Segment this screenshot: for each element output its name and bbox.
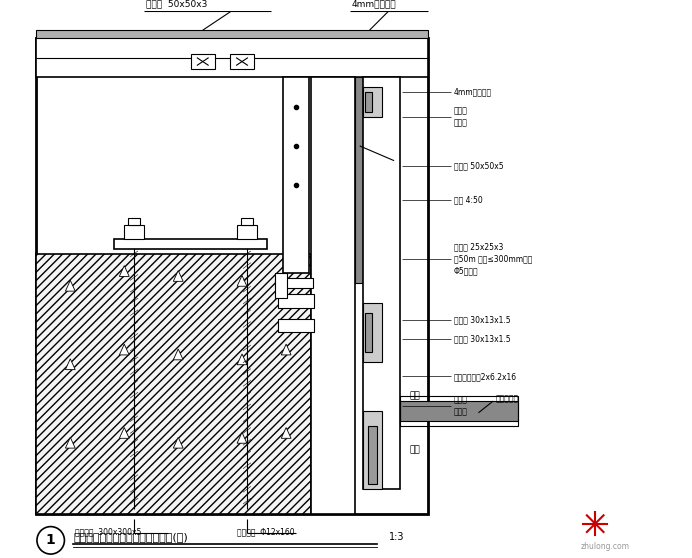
Bar <box>311 77 355 514</box>
Text: 后置锚栓  300x300x5: 后置锚栓 300x300x5 <box>75 527 142 536</box>
Bar <box>36 38 428 77</box>
Bar <box>241 218 253 225</box>
Text: 室外: 室外 <box>409 392 420 401</box>
Bar <box>125 225 144 239</box>
Text: 方钢管 30x13x1.5: 方钢管 30x13x1.5 <box>454 335 511 344</box>
Bar <box>128 218 140 225</box>
Bar <box>365 92 372 112</box>
Text: 室内: 室内 <box>409 446 420 455</box>
Circle shape <box>37 527 64 554</box>
Bar <box>400 401 518 421</box>
Text: 化学锚栓  Φ12x160: 化学锚栓 Φ12x160 <box>237 527 295 536</box>
Bar <box>36 38 428 514</box>
Bar <box>278 319 313 333</box>
Text: 方钢管  50x50x3: 方钢管 50x50x3 <box>146 0 207 8</box>
Text: 耐候胶
硅柔剂: 耐候胶 硅柔剂 <box>454 396 468 416</box>
Text: 隔热断桥窗与铝塑板连接节点详图(一): 隔热断桥窗与铝塑板连接节点详图(一) <box>73 532 188 542</box>
Bar <box>230 54 254 69</box>
Polygon shape <box>173 271 183 281</box>
Polygon shape <box>237 354 247 365</box>
Bar <box>275 278 313 288</box>
Polygon shape <box>173 349 183 360</box>
Bar <box>275 273 287 298</box>
Text: 方钢管 30x13x1.5: 方钢管 30x13x1.5 <box>454 315 511 324</box>
Bar <box>365 312 372 352</box>
Polygon shape <box>119 344 129 355</box>
Text: 1:3: 1:3 <box>389 532 405 542</box>
Text: 4mm厚铝塑板: 4mm厚铝塑板 <box>352 0 397 8</box>
Bar <box>283 77 309 273</box>
Bar <box>400 396 518 426</box>
Polygon shape <box>237 276 247 286</box>
Polygon shape <box>281 427 291 438</box>
Bar <box>278 294 313 308</box>
Text: 横筋 4:50: 横筋 4:50 <box>454 195 483 204</box>
Polygon shape <box>119 427 129 438</box>
Bar <box>363 411 382 489</box>
Text: 方钢管 50x50x5: 方钢管 50x50x5 <box>454 161 504 170</box>
Polygon shape <box>66 359 75 369</box>
Bar <box>114 239 266 249</box>
Bar <box>355 77 363 283</box>
Polygon shape <box>173 437 183 448</box>
Bar <box>237 225 257 239</box>
Bar <box>363 77 400 489</box>
Bar <box>367 426 377 484</box>
Polygon shape <box>237 432 247 443</box>
Text: zhulong.com: zhulong.com <box>581 542 630 551</box>
Bar <box>363 87 382 117</box>
Bar <box>36 30 428 38</box>
Text: 耐候胶
硅柔剂: 耐候胶 硅柔剂 <box>454 106 468 127</box>
Text: 角钢角 25x25x3
长50m 间距≤300mm每里
Φ5垫锅角: 角钢角 25x25x3 长50m 间距≤300mm每里 Φ5垫锅角 <box>454 243 532 275</box>
Polygon shape <box>66 437 75 448</box>
Bar <box>363 303 382 362</box>
Polygon shape <box>119 266 129 276</box>
Bar <box>36 254 311 514</box>
Bar <box>311 254 320 514</box>
Polygon shape <box>281 276 291 286</box>
Text: 1: 1 <box>46 533 55 547</box>
Text: 铝塑覆管管: 铝塑覆管管 <box>495 395 518 403</box>
Polygon shape <box>66 280 75 291</box>
Text: 4mm厚铝塑板: 4mm厚铝塑板 <box>454 88 492 97</box>
Polygon shape <box>281 344 291 355</box>
Bar <box>191 54 215 69</box>
Text: 首铝百叶窗框2x6.2x16: 首铝百叶窗框2x6.2x16 <box>454 372 517 381</box>
